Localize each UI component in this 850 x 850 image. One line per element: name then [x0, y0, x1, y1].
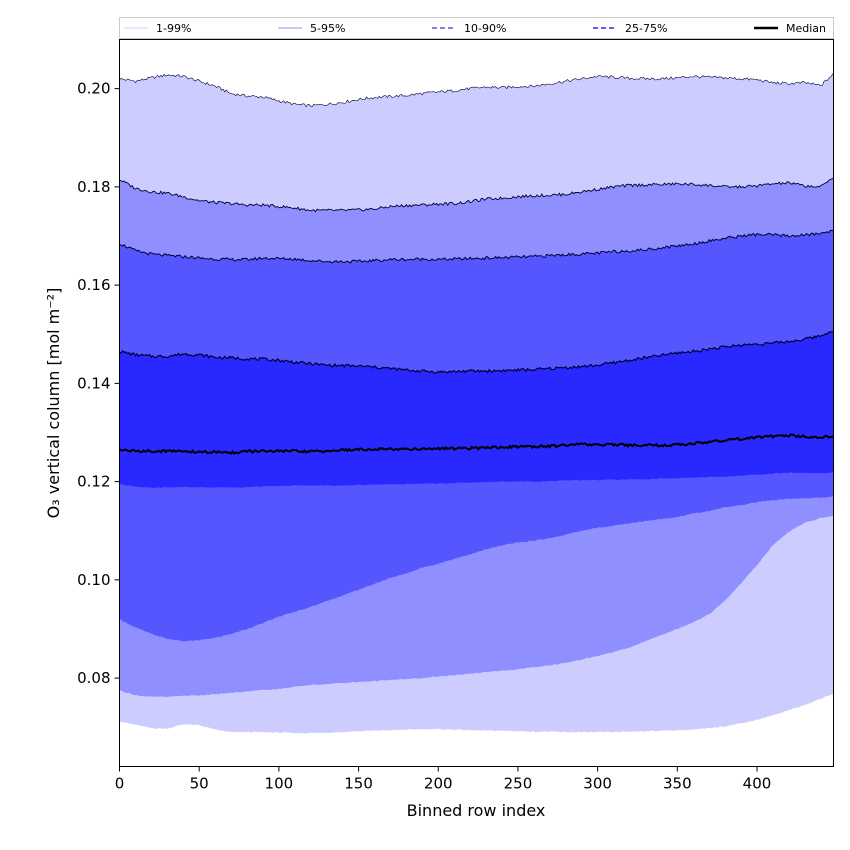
y-tick-label: 0.10 [77, 571, 110, 589]
band-upper-edge-25-75% [119, 330, 834, 374]
legend-label-25-75%: 25-75% [625, 22, 667, 35]
x-tick-label: 50 [190, 775, 209, 793]
x-tick-label: 350 [663, 775, 692, 793]
legend-label-Median: Median [786, 22, 826, 35]
x-tick-label: 300 [583, 775, 612, 793]
x-tick-label: 100 [265, 775, 294, 793]
y-tick-label: 0.20 [77, 80, 110, 98]
legend-label-5-95%: 5-95% [310, 22, 345, 35]
band-25-75% [119, 331, 834, 489]
y-tick-label: 0.08 [77, 669, 110, 687]
x-tick-label: 150 [344, 775, 373, 793]
legend: 1-99% 5-95% 10-90% 25-75% Median [119, 17, 834, 39]
band-upper-edge-10-90% [119, 229, 834, 264]
x-axis-label: Binned row index [407, 801, 546, 820]
y-axis-label: O₃ vertical column [mol m⁻²] [44, 288, 63, 519]
band-upper-edge-5-95% [119, 177, 834, 213]
legend-items: 1-99% 5-95% 10-90% 25-75% Median [124, 22, 826, 35]
y-tick-label: 0.14 [77, 374, 110, 392]
bands-layer [119, 72, 834, 734]
y-tick-label: 0.16 [77, 276, 110, 294]
x-tick-label: 400 [743, 775, 772, 793]
plot-frame [119, 39, 834, 767]
y-tick-label: 0.12 [77, 473, 110, 491]
y-axis: 0.08 0.10 0.12 0.14 0.16 0.18 0.20 [77, 80, 120, 687]
median-line [118, 433, 835, 455]
x-tick-label: 0 [115, 775, 125, 793]
band-upper-edge-1-99% [119, 72, 834, 108]
legend-label-1-99%: 1-99% [156, 22, 191, 35]
legend-label-10-90%: 10-90% [464, 22, 506, 35]
x-tick-label: 250 [504, 775, 533, 793]
y-tick-label: 0.18 [77, 178, 110, 196]
lines-layer [118, 72, 835, 455]
x-axis: 0 50 100 150 200 250 300 350 400 [115, 766, 772, 793]
x-tick-label: 200 [424, 775, 453, 793]
legend-box [119, 17, 834, 39]
